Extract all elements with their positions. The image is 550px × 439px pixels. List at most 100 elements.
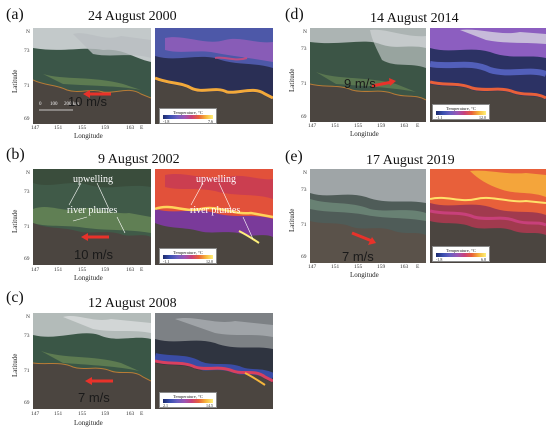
rgb-image-e xyxy=(310,169,426,263)
colorbar-c: Temperature, °C 2.1 14.5 xyxy=(159,392,217,408)
y-tick-71-c: 71 xyxy=(24,368,30,374)
colorbar-b: Temperature, °C -1.1 12.0 xyxy=(159,248,217,264)
x-tick-151-c: 151 xyxy=(54,411,63,417)
annotation-upwelling-sst-b: upwelling xyxy=(196,174,236,185)
x-axis-label-d: Longitude xyxy=(350,130,379,138)
rgb-image-a xyxy=(33,28,151,124)
colorbar-gradient-a xyxy=(163,115,213,119)
panel-label-b: (b) xyxy=(6,146,25,163)
x-tick-155-e: 155 xyxy=(354,264,363,270)
colorbar-max-d: 12.0 xyxy=(479,115,486,120)
x-tick-163-d: 163 xyxy=(400,123,409,129)
wind-arrow-c xyxy=(85,377,113,385)
rgb-image-b xyxy=(33,169,151,265)
wind-arrow-e xyxy=(351,231,376,245)
scale-bar-label-200: 200 km xyxy=(64,102,80,107)
y-tick-73-a: 73 xyxy=(24,48,30,54)
wind-speed-e: 7 m/s xyxy=(342,249,374,264)
y-tick-n-c: N xyxy=(26,314,30,320)
y-tick-69-b: 69 xyxy=(24,256,30,262)
y-tick-69-d: 69 xyxy=(301,114,307,120)
panel-title-c: 12 August 2008 xyxy=(88,296,177,311)
y-tick-73-e: 73 xyxy=(301,187,307,193)
x-tick-e-b: E xyxy=(140,267,144,273)
colorbar-min-a: -1.8 xyxy=(163,119,170,124)
colorbar-title-a: Temperature, °C xyxy=(173,110,203,115)
x-axis-label-b: Longitude xyxy=(74,274,103,282)
annotation-river-plumes-b: river plumes xyxy=(67,205,118,216)
annotation-river-plumes-sst-b: river plumes xyxy=(190,205,241,216)
x-tick-155-b: 155 xyxy=(78,267,87,273)
x-tick-147-a: 147 xyxy=(31,125,40,131)
colorbar-title-c: Temperature, °C xyxy=(173,394,203,399)
panel-title-e: 17 August 2019 xyxy=(366,153,455,168)
colorbar-a: Temperature, °C -1.8 7.6 xyxy=(159,108,217,124)
x-tick-147-e: 147 xyxy=(308,264,317,270)
x-tick-159-b: 159 xyxy=(101,267,110,273)
x-tick-155-a: 155 xyxy=(78,125,87,131)
colorbar-gradient-c xyxy=(163,399,213,403)
y-axis-label-e: Latitude xyxy=(288,208,296,232)
x-tick-163-a: 163 xyxy=(126,125,135,131)
colorbar-min-e: -1.8 xyxy=(436,257,443,262)
colorbar-min-d: -1.1 xyxy=(436,115,443,120)
x-tick-155-d: 155 xyxy=(354,123,363,129)
scale-bar-label-0: 0 xyxy=(39,102,42,107)
rgb-image-c xyxy=(33,313,151,409)
x-tick-147-d: 147 xyxy=(308,123,317,129)
y-tick-69-e: 69 xyxy=(301,254,307,260)
x-tick-151-d: 151 xyxy=(331,123,340,129)
x-axis-label-a: Longitude xyxy=(74,132,103,140)
x-tick-159-d: 159 xyxy=(377,123,386,129)
panel-label-e: (e) xyxy=(285,148,303,165)
panel-title-d: 14 August 2014 xyxy=(370,11,459,26)
colorbar-title-d: Temperature, °C xyxy=(446,106,476,111)
x-tick-e-d: E xyxy=(416,123,420,129)
y-tick-73-c: 73 xyxy=(24,333,30,339)
wind-arrow-d xyxy=(371,78,396,88)
sst-image-b xyxy=(155,169,273,265)
colorbar-max-b: 12.0 xyxy=(206,259,213,264)
y-tick-69-a: 69 xyxy=(24,116,30,122)
y-tick-n-a: N xyxy=(26,29,30,35)
colorbar-e: Temperature, °C -1.8 6.8 xyxy=(432,246,490,262)
wind-arrow-b xyxy=(81,233,109,241)
rgb-image-d-svg xyxy=(310,28,426,122)
x-tick-151-a: 151 xyxy=(54,125,63,131)
rgb-image-e-svg xyxy=(310,169,426,263)
rgb-image-b-svg xyxy=(33,169,151,265)
y-tick-71-d: 71 xyxy=(301,81,307,87)
wind-arrow-a xyxy=(83,90,111,98)
y-tick-n-b: N xyxy=(26,170,30,176)
x-tick-159-e: 159 xyxy=(377,264,386,270)
x-tick-e-c: E xyxy=(140,411,144,417)
x-tick-151-e: 151 xyxy=(331,264,340,270)
x-tick-159-c: 159 xyxy=(101,411,110,417)
panel-title-b: 9 August 2002 xyxy=(98,152,180,167)
y-tick-69-c: 69 xyxy=(24,400,30,406)
sst-image-b-svg xyxy=(155,169,273,265)
y-axis-label-c: Latitude xyxy=(11,353,19,377)
wind-speed-d: 9 m/s xyxy=(344,76,376,91)
x-tick-155-c: 155 xyxy=(78,411,87,417)
y-axis-label-b: Latitude xyxy=(11,209,19,233)
colorbar-max-a: 7.6 xyxy=(208,119,213,124)
x-tick-151-b: 151 xyxy=(54,267,63,273)
colorbar-d: Temperature, °C -1.1 12.0 xyxy=(432,104,490,120)
x-tick-147-b: 147 xyxy=(31,267,40,273)
scale-bar-label-100: 100 xyxy=(50,102,58,107)
x-tick-147-c: 147 xyxy=(31,411,40,417)
colorbar-min-c: 2.1 xyxy=(163,403,168,408)
y-tick-73-b: 73 xyxy=(24,189,30,195)
y-tick-71-b: 71 xyxy=(24,224,30,230)
y-axis-label-a: Latitude xyxy=(11,69,19,93)
rgb-image-a-svg xyxy=(33,28,151,124)
colorbar-title-b: Temperature, °C xyxy=(173,250,203,255)
x-tick-163-b: 163 xyxy=(126,267,135,273)
y-tick-n-d: N xyxy=(303,29,307,35)
x-axis-label-c: Longitude xyxy=(74,419,103,427)
x-axis-label-e: Longitude xyxy=(350,271,379,279)
wind-speed-b: 10 m/s xyxy=(74,247,114,262)
panel-label-a: (a) xyxy=(6,6,24,23)
y-tick-71-e: 71 xyxy=(301,222,307,228)
